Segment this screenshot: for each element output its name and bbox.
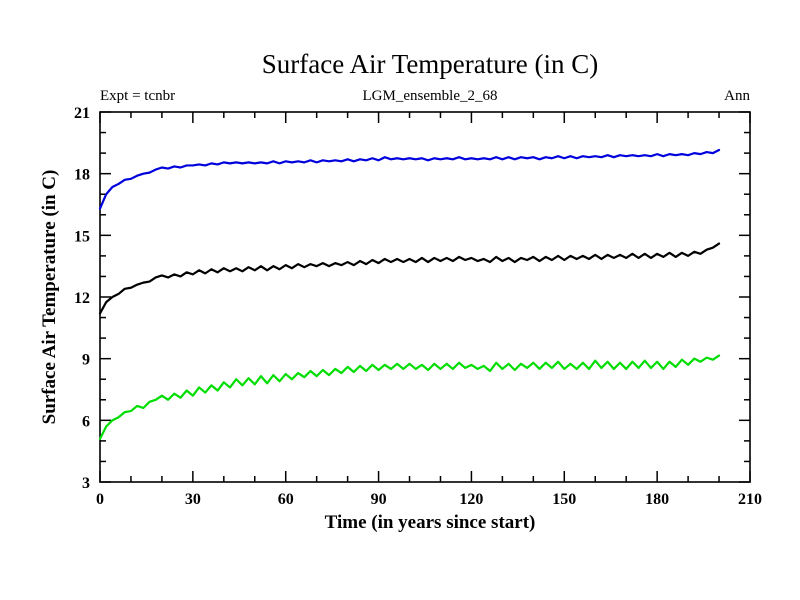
- y-tick-label: 9: [82, 352, 90, 369]
- y-tick-label: 6: [82, 413, 90, 430]
- chart-title: Surface Air Temperature (in C): [262, 49, 599, 79]
- blue-series: [98, 148, 721, 210]
- y-tick-label: 12: [74, 290, 90, 307]
- y-tick-label: 3: [82, 475, 90, 492]
- y-tick-label: 21: [74, 105, 90, 122]
- experiment-label: Expt = tcnbr: [100, 88, 175, 104]
- y-tick-label: 18: [74, 167, 90, 184]
- x-tick-label: 120: [459, 491, 483, 508]
- x-tick-label: 30: [185, 491, 201, 508]
- period-label: Ann: [724, 88, 750, 104]
- y-axis-label: Surface Air Temperature (in C): [39, 170, 60, 425]
- x-tick-label: 210: [738, 491, 762, 508]
- y-tick-label: 15: [74, 228, 90, 245]
- black-series: [98, 242, 721, 315]
- data-series-group: [98, 148, 721, 440]
- x-tick-label: 150: [552, 491, 576, 508]
- ensemble-label: LGM_ensemble_2_68: [363, 88, 498, 104]
- x-axis-label: Time (in years since start): [325, 512, 536, 533]
- x-tick-label: 0: [96, 491, 104, 508]
- green-series: [98, 354, 721, 440]
- axis-tick-labels: 0 30 60 90 120 150 180 210 3 6 9 12 15 18 21: [74, 105, 762, 508]
- x-tick-label: 90: [371, 491, 387, 508]
- x-tick-label: 180: [645, 491, 669, 508]
- plot-frame: [99, 111, 751, 483]
- x-tick-label: 60: [278, 491, 294, 508]
